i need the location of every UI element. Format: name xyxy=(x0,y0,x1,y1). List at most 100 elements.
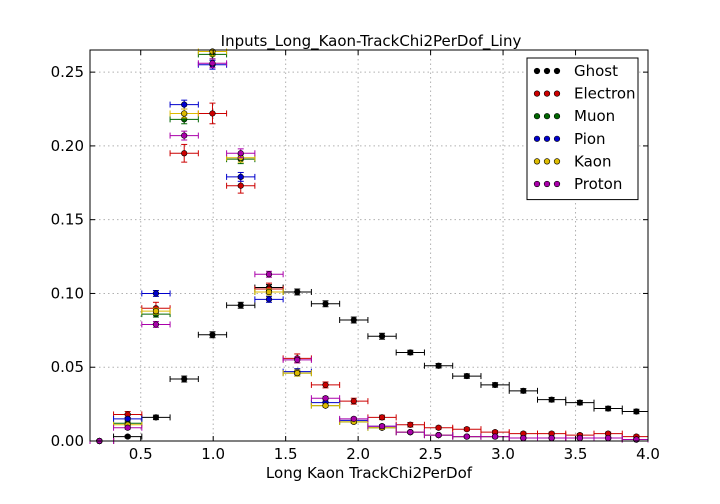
data-point xyxy=(181,375,188,383)
legend-marker xyxy=(533,90,541,97)
y-tick-label: 0.05 xyxy=(51,358,84,376)
x-tick-label: 1.5 xyxy=(274,445,298,463)
legend-marker xyxy=(543,180,551,188)
data-point xyxy=(407,421,414,428)
data-point xyxy=(322,395,329,402)
legend: Ghost Electron Muon Pion Kaon Proton xyxy=(526,57,639,201)
data-point xyxy=(265,288,273,296)
data-point xyxy=(407,429,414,436)
legend-marker xyxy=(533,135,541,142)
legend-marker xyxy=(553,158,561,165)
data-point xyxy=(265,271,273,278)
legend-marker xyxy=(553,180,561,188)
data-point xyxy=(350,415,357,422)
data-point xyxy=(520,387,527,394)
x-tick-label: 3.0 xyxy=(491,445,515,463)
legend-entry: Muon xyxy=(533,107,615,125)
data-point xyxy=(237,173,244,180)
legend-marker xyxy=(553,135,561,142)
data-point xyxy=(378,333,386,340)
x-tick-label: 4.0 xyxy=(636,445,660,463)
data-point xyxy=(181,132,188,139)
data-point xyxy=(605,405,612,412)
legend-label: Pion xyxy=(574,130,606,148)
data-point xyxy=(520,434,527,442)
chart-title: Inputs_Long_Kaon-TrackChi2PerDof_Liny xyxy=(221,32,522,51)
legend-marker xyxy=(533,113,541,120)
data-point xyxy=(294,288,301,296)
legend-label: Electron xyxy=(574,85,636,103)
y-tick-label: 0.20 xyxy=(51,137,84,155)
data-point xyxy=(237,182,244,189)
data-point xyxy=(209,110,216,117)
data-point xyxy=(322,300,329,307)
legend-label: Proton xyxy=(574,175,622,193)
legend-entry: Kaon xyxy=(533,152,611,170)
data-point xyxy=(491,381,499,389)
legend-entry: Ghost xyxy=(533,62,618,80)
data-point xyxy=(350,398,357,405)
y-tick-label: 0.25 xyxy=(51,63,84,81)
data-point xyxy=(435,431,442,439)
data-point xyxy=(491,433,499,440)
data-point xyxy=(378,414,386,421)
data-point xyxy=(152,414,160,421)
data-point xyxy=(294,356,301,363)
data-point xyxy=(209,60,216,67)
data-point xyxy=(181,110,188,117)
data-point xyxy=(265,296,273,303)
legend-label: Ghost xyxy=(574,62,618,80)
data-point xyxy=(124,433,131,440)
legend-marker xyxy=(543,90,551,97)
data-point xyxy=(124,424,131,431)
data-point xyxy=(548,396,555,403)
x-tick-label: 1.0 xyxy=(201,445,225,463)
data-point xyxy=(463,426,470,433)
legend-entry: Pion xyxy=(533,130,606,148)
axis-ticks: 0.5 1.0 1.5 2.0 2.5 3.0 3.5 4.0 0.00 0.05 0.10 0.15… xyxy=(51,50,660,463)
data-point xyxy=(152,290,160,297)
legend-label: Muon xyxy=(574,107,615,125)
data-point xyxy=(181,101,188,108)
y-tick-label: 0.15 xyxy=(51,211,84,229)
data-point xyxy=(237,150,244,157)
legend-marker xyxy=(543,158,551,165)
legend-marker xyxy=(533,158,541,165)
data-point xyxy=(463,433,470,440)
legend-marker xyxy=(543,135,551,142)
x-axis-label: Long Kaon TrackChi2PerDof xyxy=(266,464,473,482)
data-point xyxy=(378,423,386,430)
legend-marker xyxy=(553,90,561,97)
data-point xyxy=(633,408,640,415)
x-tick-label: 3.5 xyxy=(564,445,588,463)
data-point xyxy=(322,402,329,409)
legend-marker xyxy=(543,113,551,120)
plot-frame xyxy=(89,49,649,442)
data-point xyxy=(576,399,583,406)
data-point xyxy=(152,321,160,328)
data-point xyxy=(152,308,160,315)
y-tick-label: 0.00 xyxy=(51,432,84,450)
legend-label: Kaon xyxy=(574,152,611,170)
legend-marker xyxy=(543,67,551,75)
y-tick-label: 0.10 xyxy=(51,284,84,302)
x-tick-label: 2.0 xyxy=(346,445,370,463)
data-point xyxy=(576,434,583,442)
data-point xyxy=(350,316,357,324)
data-point xyxy=(463,372,470,380)
legend-marker xyxy=(553,113,561,120)
data-point xyxy=(435,362,442,369)
series-proton xyxy=(89,58,649,445)
data-point xyxy=(209,331,216,338)
data-point xyxy=(237,302,244,309)
data-point xyxy=(407,349,414,356)
data-point xyxy=(435,424,442,431)
legend-entry: Electron xyxy=(533,85,636,103)
legend-entry: Proton xyxy=(533,175,622,193)
data-point xyxy=(294,370,301,377)
data-point xyxy=(548,434,555,442)
data-point xyxy=(181,150,188,157)
series-ghost xyxy=(89,284,649,445)
data-point xyxy=(124,415,131,422)
